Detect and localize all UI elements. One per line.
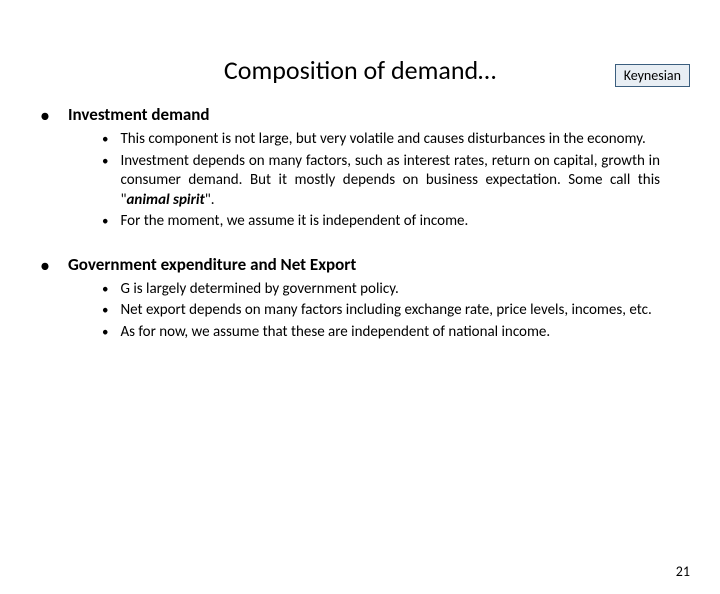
section-heading: Government expenditure and Net Export xyxy=(68,254,356,275)
list-item: • As for now, we assume that these are i… xyxy=(102,323,660,343)
list-item-text: This component is not large, but very vo… xyxy=(120,130,660,150)
sub-list: • This component is not large, but very … xyxy=(102,130,660,232)
slide-title: Composition of demand… xyxy=(0,54,720,86)
theory-badge: Keynesian xyxy=(615,64,690,87)
sub-bullet-icon: • xyxy=(102,323,108,343)
sub-bullet-icon: • xyxy=(102,212,108,232)
list-item: • For the moment, we assume it is indepe… xyxy=(102,212,660,232)
list-item: • G is largely determined by government … xyxy=(102,280,660,300)
list-item-text: As for now, we assume that these are ind… xyxy=(120,323,660,343)
list-item: • This component is not large, but very … xyxy=(102,130,660,150)
sub-bullet-icon: • xyxy=(102,130,108,150)
section-heading-row: • Government expenditure and Net Export xyxy=(40,254,680,276)
list-item-text: For the moment, we assume it is independ… xyxy=(120,212,660,232)
bullet-icon: • xyxy=(40,256,50,276)
list-item: • Net export depends on many factors inc… xyxy=(102,301,660,321)
list-item-text: Net export depends on many factors inclu… xyxy=(120,301,660,321)
text-fragment: ". xyxy=(205,191,215,209)
section-heading: Investment demand xyxy=(68,104,210,125)
sub-list: • G is largely determined by government … xyxy=(102,280,660,343)
list-item-text: Investment depends on many factors, such… xyxy=(120,152,660,211)
sub-bullet-icon: • xyxy=(102,280,108,300)
content-area: • Investment demand • This component is … xyxy=(0,104,720,342)
sub-bullet-icon: • xyxy=(102,301,108,321)
bullet-icon: • xyxy=(40,106,50,126)
page-number: 21 xyxy=(676,563,690,580)
section-heading-row: • Investment demand xyxy=(40,104,680,126)
sub-bullet-icon: • xyxy=(102,152,108,172)
badge-label: Keynesian xyxy=(624,67,681,84)
list-item-text: G is largely determined by government po… xyxy=(120,280,660,300)
list-item: • Investment depends on many factors, su… xyxy=(102,152,660,211)
emphasis-text: animal spirit xyxy=(127,191,205,209)
